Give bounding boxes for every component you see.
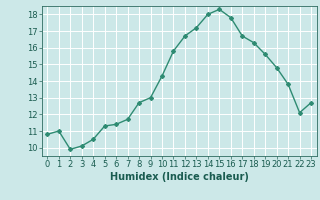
X-axis label: Humidex (Indice chaleur): Humidex (Indice chaleur) xyxy=(110,172,249,182)
